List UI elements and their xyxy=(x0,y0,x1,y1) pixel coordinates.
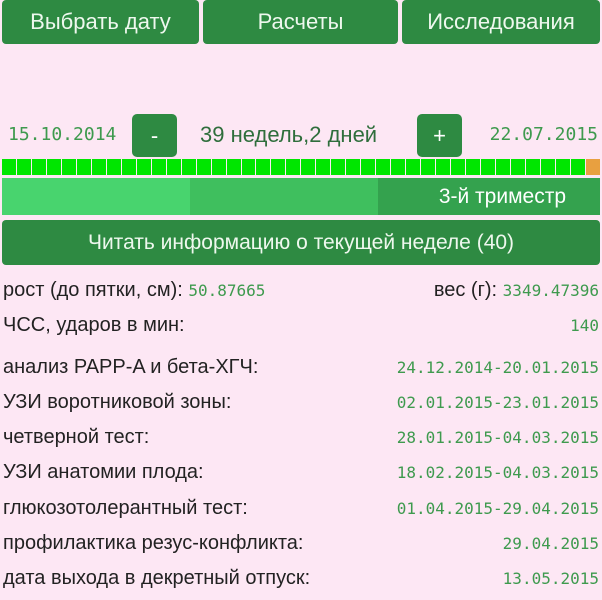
schedule-row: дата выхода в декретный отпуск: 13.05.201… xyxy=(3,564,599,594)
week-segment xyxy=(2,159,16,175)
schedule-value: 28.01.2015-04.03.2015 xyxy=(396,428,599,448)
week-segment xyxy=(346,159,361,175)
schedule-label: четверной тест: xyxy=(3,426,150,449)
select-date-button[interactable]: Выбрать дату xyxy=(2,0,199,44)
week-segment xyxy=(451,159,466,175)
schedule-row: УЗИ воротниковой зоны: 02.01.2015-23.01.2… xyxy=(3,387,599,417)
week-segment xyxy=(316,159,331,175)
height-value: 50.87665 xyxy=(188,280,266,300)
schedule-row: четверной тест: 28.01.2015-04.03.2015 xyxy=(3,423,599,453)
trimester-bar: 3-й триместр xyxy=(2,178,600,215)
week-segment xyxy=(16,159,31,175)
plus-day-button[interactable]: + xyxy=(417,114,462,157)
week-progress-bar xyxy=(2,159,600,175)
week-segment xyxy=(361,159,376,175)
week-segment xyxy=(331,159,346,175)
week-segment xyxy=(196,159,211,175)
week-segment xyxy=(301,159,316,175)
week-segment xyxy=(31,159,46,175)
week-segment xyxy=(421,159,436,175)
research-button[interactable]: Исследования xyxy=(402,0,600,44)
schedule-value: 18.02.2015-04.03.2015 xyxy=(396,463,599,483)
schedule-label: профилактика резус-конфликта: xyxy=(3,532,304,554)
schedule-row: глюкозотолерантный тест: 01.04.2015-29.04… xyxy=(3,493,599,523)
heart-rate-label: ЧСС, ударов в мин: xyxy=(3,313,185,336)
schedule-label: УЗИ анатомии плода: xyxy=(3,461,204,484)
week-segment xyxy=(241,159,256,175)
week-segment xyxy=(106,159,121,175)
date-row: 15.10.2014 - 39 недель,2 дней + 22.07.20… xyxy=(0,112,602,158)
week-segment xyxy=(406,159,421,175)
week-segment xyxy=(495,159,510,175)
trimester-2-segment xyxy=(190,178,378,215)
week-segment xyxy=(166,159,181,175)
week-segment xyxy=(585,159,600,175)
heart-rate-value: 140 xyxy=(570,315,599,335)
trimester-3-segment: 3-й триместр xyxy=(378,178,600,215)
week-segment xyxy=(271,159,286,175)
week-segment xyxy=(570,159,585,175)
week-segment xyxy=(211,159,226,175)
pregnancy-duration: 39 недель,2 дней xyxy=(200,122,378,147)
due-date: 22.07.2015 xyxy=(489,124,598,145)
schedule-value: 13.05.2015 xyxy=(502,569,599,589)
week-segment xyxy=(46,159,61,175)
week-segment xyxy=(376,159,391,175)
schedule-label: УЗИ воротниковой зоны: xyxy=(3,390,232,413)
week-segment xyxy=(151,159,166,175)
trimester-1-segment xyxy=(2,178,190,215)
schedule-value: 29.04.2015 xyxy=(502,534,599,553)
weight-value: 3349.47396 xyxy=(502,280,599,300)
week-segment xyxy=(256,159,271,175)
week-segment xyxy=(481,159,495,175)
week-segment xyxy=(555,159,570,175)
week-segment xyxy=(136,159,151,175)
week-segment xyxy=(525,159,540,175)
weight-label: вес (г): xyxy=(433,278,498,301)
calculations-button[interactable]: Расчеты xyxy=(203,0,398,44)
schedule-row: профилактика резус-конфликта: 29.04.2015 xyxy=(3,529,599,559)
week-segment xyxy=(76,159,91,175)
minus-day-button[interactable]: - xyxy=(132,114,177,157)
schedule-value: 02.01.2015-23.01.2015 xyxy=(396,392,599,412)
week-segment xyxy=(91,159,106,175)
schedule-row: анализ PAPP-A и бета-ХГЧ: 24.12.2014-20.0… xyxy=(3,352,599,382)
read-week-info-button[interactable]: Читать информацию о текущей неделе (40) xyxy=(2,220,600,265)
heart-rate-row: ЧСС, ударов в мин: 140 xyxy=(3,310,599,340)
start-date: 15.10.2014 xyxy=(8,124,117,145)
height-weight-row: рост (до пятки, см): 50.87665 вес (г): 3… xyxy=(3,275,599,305)
week-segment xyxy=(540,159,555,175)
week-segment xyxy=(226,159,241,175)
schedule-value: 24.12.2014-20.01.2015 xyxy=(396,357,599,377)
week-segment xyxy=(466,159,480,175)
schedule-value: 01.04.2015-29.04.2015 xyxy=(396,498,599,518)
schedule-label: дата выхода в декретный отпуск: xyxy=(3,567,311,590)
schedule-label: глюкозотолерантный тест: xyxy=(3,496,248,519)
height-label: рост (до пятки, см): xyxy=(3,278,183,301)
week-segment xyxy=(510,159,525,175)
schedule-row: УЗИ анатомии плода: 18.02.2015-04.03.2015 xyxy=(3,458,599,488)
week-segment xyxy=(181,159,196,175)
schedule-label: анализ PAPP-A и бета-ХГЧ: xyxy=(3,355,259,378)
week-segment xyxy=(391,159,406,175)
top-toolbar: Выбрать дату Расчеты Исследования xyxy=(0,0,602,45)
week-segment xyxy=(436,159,451,175)
week-segment xyxy=(61,159,76,175)
week-segment xyxy=(121,159,136,175)
week-segment xyxy=(286,159,301,175)
